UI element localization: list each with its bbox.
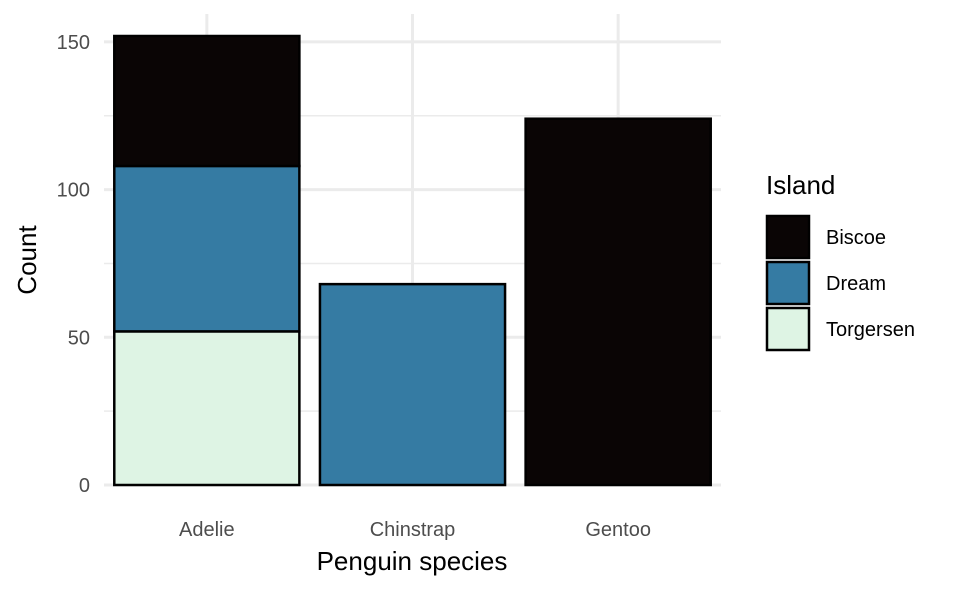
legend-label-dream: Dream <box>826 273 886 295</box>
bars-layer <box>113 34 712 487</box>
legend-label-biscoe: Biscoe <box>826 227 886 249</box>
legend-label-torgersen: Torgersen <box>826 319 915 341</box>
axis-layer: 0 50 100 150 Adelie Chinstrap Gentoo <box>57 32 651 541</box>
bar-segment-gentoo-biscoe <box>524 117 712 487</box>
x-tick-label: Adelie <box>179 519 235 541</box>
bar-segment-chinstrap-dream <box>318 282 507 487</box>
bar-segment-adelie-biscoe <box>113 34 301 168</box>
bar-segment-adelie-dream <box>113 164 301 333</box>
legend-key-biscoe <box>765 214 811 260</box>
x-tick-label: Gentoo <box>585 519 651 541</box>
bar-segment-adelie-torgersen <box>113 330 301 487</box>
y-tick-label: 50 <box>68 327 90 349</box>
y-tick-label: 0 <box>79 475 90 497</box>
y-tick-label: 150 <box>57 32 90 54</box>
legend-key-torgersen <box>765 306 811 352</box>
x-tick-label: Chinstrap <box>370 519 456 541</box>
y-axis-title: Count <box>12 225 42 295</box>
x-axis-title: Penguin species <box>317 546 508 576</box>
y-tick-label: 100 <box>57 180 90 202</box>
legend-title: Island <box>766 170 835 200</box>
legend: Island Biscoe Dream Torgersen <box>765 170 915 352</box>
legend-key-dream <box>765 260 811 306</box>
